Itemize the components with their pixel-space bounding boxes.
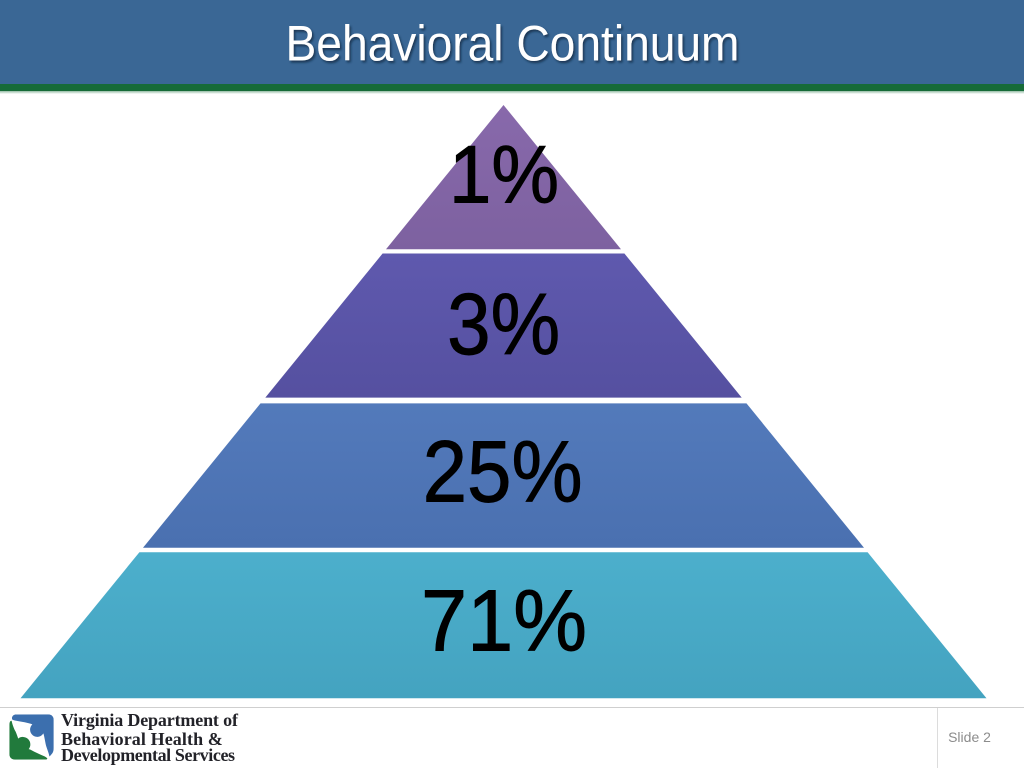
svg-text:1%: 1% xyxy=(449,129,559,220)
svg-text:71%: 71% xyxy=(421,573,587,670)
svg-text:3%: 3% xyxy=(447,276,560,373)
svg-text:25%: 25% xyxy=(423,424,583,521)
svg-text:Behavioral Continuum: Behavioral Continuum xyxy=(286,16,740,72)
